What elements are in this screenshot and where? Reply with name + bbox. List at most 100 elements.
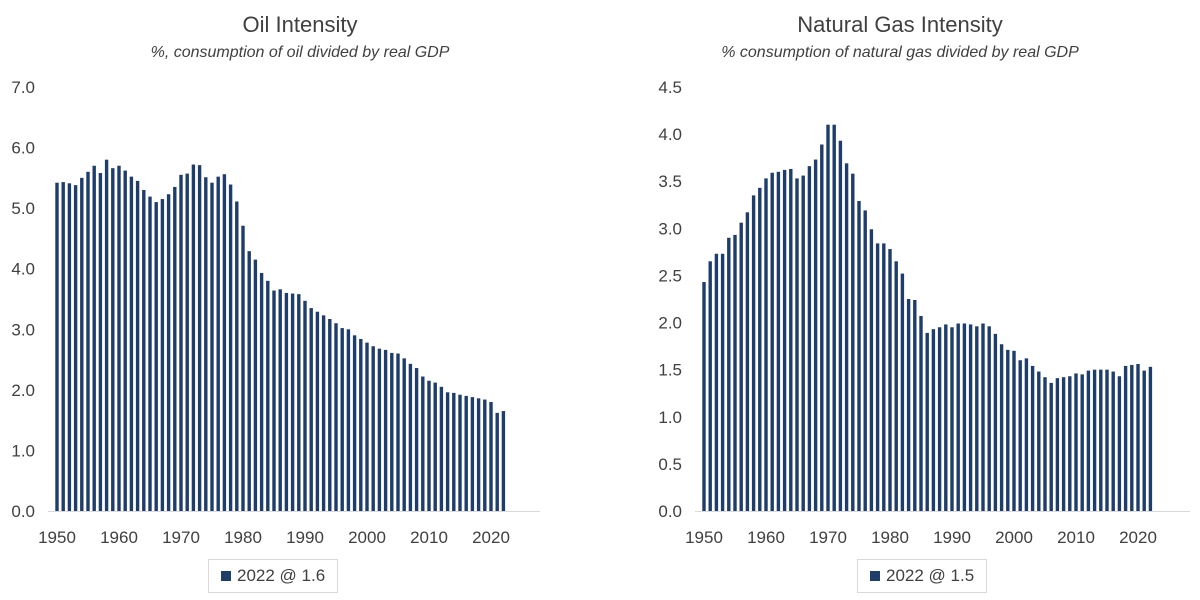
gas-bar-2020: [1136, 364, 1140, 511]
oil-bar-1963: [135, 180, 140, 511]
gas-bar-2013: [1092, 369, 1097, 511]
oil-x-tick-label: 1970: [162, 528, 200, 547]
gas-bar-1981: [894, 261, 898, 511]
oil-bar-2017: [470, 397, 475, 511]
gas-x-tick-label: 1990: [933, 528, 971, 547]
oil-bar-1974: [204, 177, 208, 511]
gas-bar-1990: [950, 327, 954, 511]
oil-bar-1965: [148, 196, 152, 511]
oil-bar-2010: [427, 380, 431, 511]
oil-bar-1966: [154, 202, 158, 511]
oil-bar-1955: [86, 171, 90, 512]
gas-bar-1962: [776, 171, 781, 512]
gas-bar-1961: [770, 172, 774, 512]
oil-bar-2013: [445, 392, 450, 511]
gas-bar-1999: [1006, 349, 1010, 511]
oil-bar-1996: [340, 328, 344, 511]
oil-bar-1982: [253, 259, 258, 511]
gas-bar-1977: [869, 229, 874, 511]
gas-bar-1970: [826, 124, 830, 511]
gas-bar-2002: [1024, 358, 1029, 511]
oil-bar-2015: [458, 394, 462, 511]
gas-y-tick-label: 2.5: [658, 266, 682, 285]
oil-chart-legend: 2022 @ 1.6: [208, 559, 339, 593]
oil-bar-2003: [383, 349, 388, 511]
oil-bar-1961: [123, 170, 127, 511]
oil-bar-1956: [92, 165, 96, 512]
oil-bar-1959: [111, 168, 115, 512]
oil-bar-1950: [55, 182, 59, 511]
oil-bar-1977: [222, 174, 227, 511]
oil-bar-1983: [259, 272, 264, 511]
gas-bar-1967: [807, 166, 812, 511]
oil-bar-2021: [495, 412, 499, 511]
oil-chart-plot: 0.0 1.0 2.0 3.0 4.0 5.0 6.0 7.0 1950 1960 1970 1980…: [11, 78, 540, 547]
gas-x-tick-label: 1950: [685, 528, 723, 547]
gas-y-tick-label: 4.5: [658, 78, 682, 97]
gas-bar-1992: [962, 323, 967, 511]
oil-bar-2022: [501, 411, 506, 511]
gas-bar-2008: [1061, 377, 1066, 511]
oil-y-tick-label: 0.0: [11, 502, 35, 521]
oil-bar-1985: [272, 290, 276, 511]
oil-x-tick-label: 1960: [100, 528, 138, 547]
oil-y-tick-label: 6.0: [11, 139, 35, 158]
gas-bar-1982: [900, 273, 905, 511]
gas-bar-1960: [764, 178, 768, 511]
gas-bar-1969: [820, 144, 824, 512]
gas-bar-1971: [832, 124, 836, 511]
oil-y-tick-label: 5.0: [11, 199, 35, 218]
oil-bar-1960: [117, 165, 121, 512]
gas-bar-2009: [1068, 376, 1072, 511]
gas-legend-label: 2022 @ 1.5: [886, 566, 975, 585]
gas-y-tick-label: 1.5: [658, 361, 682, 380]
gas-bar-2007: [1055, 378, 1060, 511]
gas-bar-1989: [944, 324, 948, 511]
gas-bar-2004: [1037, 371, 1041, 511]
oil-bar-1987: [284, 292, 289, 511]
oil-bar-2016: [464, 395, 468, 511]
gas-bar-1997: [993, 333, 998, 511]
oil-y-tick-label: 7.0: [11, 78, 35, 97]
legend-swatch-icon: [870, 571, 880, 581]
gas-bar-1950: [702, 282, 706, 511]
gas-x-tick-label: 2020: [1119, 528, 1157, 547]
oil-y-tick-label: 2.0: [11, 381, 35, 400]
oil-bar-1981: [247, 251, 251, 511]
gas-bar-1987: [931, 329, 936, 511]
oil-bar-1990: [303, 300, 307, 511]
oil-bar-1957: [98, 173, 103, 511]
oil-bar-1967: [160, 199, 165, 511]
oil-x-tick-label: 2020: [472, 528, 510, 547]
gas-bar-1952: [714, 253, 719, 511]
oil-intensity-chart: Oil Intensity %, consumption of oil divi…: [11, 12, 540, 593]
gas-y-tick-label: 4.0: [658, 125, 682, 144]
oil-bar-1952: [67, 183, 72, 511]
oil-bar-1997: [346, 329, 351, 511]
gas-bar-1972: [838, 140, 843, 511]
gas-bar-1988: [937, 327, 942, 511]
gas-chart-plot: 0.0 0.5 1.0 1.5 2.0 2.5 3.0 3.5 4.0 4.5 1950 1960 19…: [658, 78, 1190, 547]
gas-bar-1979: [882, 243, 886, 511]
gas-bar-1951: [708, 261, 712, 511]
oil-bar-2005: [396, 353, 400, 511]
oil-bar-1975: [210, 182, 214, 511]
oil-bar-2018: [476, 398, 481, 511]
gas-bar-2021: [1142, 370, 1146, 511]
oil-bar-1991: [309, 308, 313, 511]
oil-bar-2002: [377, 348, 382, 511]
gas-bar-2005: [1043, 377, 1047, 511]
gas-bar-2012: [1086, 370, 1091, 511]
gas-y-tick-label: 0.5: [658, 455, 682, 474]
gas-x-tick-label: 2010: [1057, 528, 1095, 547]
gas-bar-2001: [1018, 360, 1022, 511]
oil-bar-1993: [321, 315, 326, 511]
gas-bar-1954: [727, 237, 731, 511]
oil-bar-1976: [216, 176, 220, 511]
gas-x-tick-label: 2000: [995, 528, 1033, 547]
oil-bar-2007: [408, 363, 413, 511]
legend-swatch-icon: [221, 571, 231, 581]
oil-bar-2014: [452, 392, 456, 511]
gas-bar-2017: [1117, 376, 1122, 511]
oil-y-tick-label: 4.0: [11, 260, 35, 279]
